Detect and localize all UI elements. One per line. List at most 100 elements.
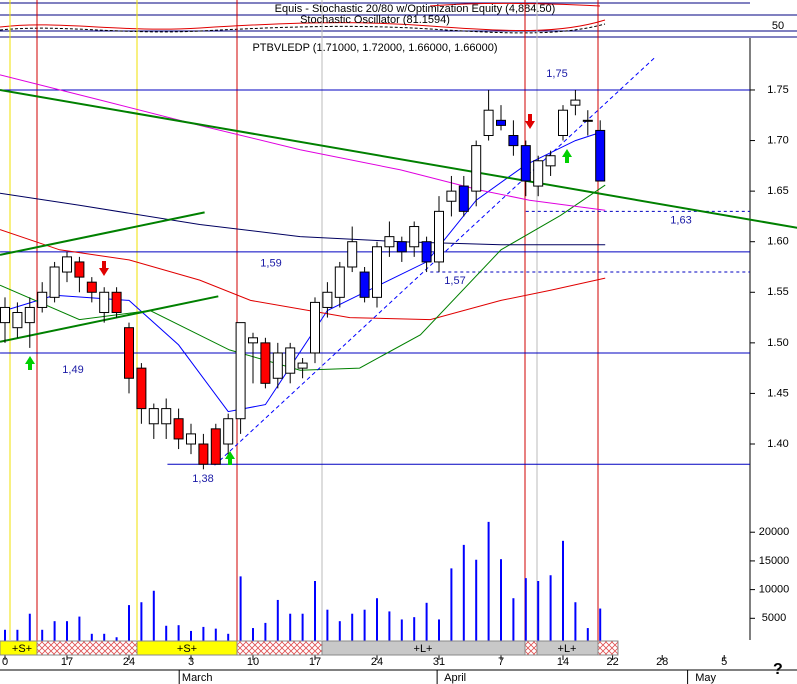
candle-body bbox=[359, 271, 370, 298]
x-tick-label: 31 bbox=[433, 656, 445, 668]
y-tick-label: 1.75 bbox=[767, 84, 788, 96]
x-tick-label: 7 bbox=[498, 656, 504, 668]
candle-body bbox=[49, 266, 60, 298]
candle-body bbox=[558, 109, 568, 136]
candle-body bbox=[496, 119, 506, 126]
x-tick-label: 24 bbox=[371, 656, 383, 668]
level-label: 1,59 bbox=[260, 258, 281, 270]
y-tick-label: 1.65 bbox=[767, 185, 788, 197]
x-tick-label: 28 bbox=[656, 656, 668, 668]
x-tick-label: 17 bbox=[309, 656, 321, 668]
y-tick-label: 1.40 bbox=[767, 438, 788, 450]
candle-body bbox=[409, 226, 420, 248]
candle-body bbox=[570, 99, 581, 106]
moving-average bbox=[0, 74, 606, 211]
candle-body bbox=[260, 342, 271, 384]
candle-body bbox=[285, 347, 296, 374]
plot: 1.40 1.45 1.50 1.55 1.60 1.65 1.70 1.75 5000 1000… bbox=[0, 57, 797, 684]
candle-body bbox=[533, 160, 544, 187]
help-icon[interactable]: ? bbox=[773, 661, 783, 678]
candle-body bbox=[136, 367, 147, 410]
signal-label: +S+ bbox=[12, 643, 32, 655]
osc-curve bbox=[0, 23, 606, 34]
candle-body bbox=[0, 306, 10, 324]
candle-body bbox=[124, 327, 134, 379]
candle-body bbox=[111, 291, 122, 314]
y-tick-label: 1.50 bbox=[767, 337, 788, 349]
trendline bbox=[0, 211, 205, 256]
y-tick-label: 1.45 bbox=[767, 387, 788, 399]
buy-arrow bbox=[225, 451, 235, 465]
trendline bbox=[214, 57, 656, 466]
candle-body bbox=[86, 281, 97, 293]
candle-body bbox=[520, 145, 531, 182]
x-tick-label: 24 bbox=[123, 656, 135, 668]
oscillator-panel bbox=[0, 2, 797, 38]
level-label: 1,49 bbox=[62, 364, 83, 376]
x-tick-label: 22 bbox=[606, 656, 618, 668]
moving-average bbox=[0, 192, 606, 246]
candle-body bbox=[148, 408, 159, 425]
trendline bbox=[0, 89, 797, 229]
month-label: April bbox=[444, 672, 466, 684]
v-tick-label: 10000 bbox=[759, 584, 790, 596]
osc-curve bbox=[0, 19, 606, 32]
signal-cell bbox=[524, 640, 538, 656]
moving-average bbox=[0, 184, 606, 371]
candle-body bbox=[310, 301, 320, 354]
header-text: Equis - Stochastic 20/80 w/Optimization … bbox=[275, 3, 556, 15]
signal-cell bbox=[597, 640, 619, 656]
level-label: 1,38 bbox=[192, 473, 213, 485]
x-tick-label: 17 bbox=[61, 656, 73, 668]
signal-label: +L+ bbox=[414, 643, 433, 655]
candle-body bbox=[24, 306, 35, 324]
x-tick-label: 0 bbox=[2, 656, 8, 668]
level-label: 1,63 bbox=[670, 214, 691, 226]
level-label: 1,57 bbox=[444, 275, 465, 287]
osc-curve bbox=[429, 2, 601, 7]
osc-tick-label: 50 bbox=[772, 20, 784, 32]
candle-body bbox=[483, 109, 494, 136]
candle-body bbox=[99, 291, 110, 314]
header-text: Stochastic Oscillator (81.1594) bbox=[300, 14, 450, 26]
v-tick-label: 20000 bbox=[759, 526, 790, 538]
signal-label: +S+ bbox=[177, 643, 197, 655]
buy-arrow bbox=[25, 356, 35, 370]
signal-label: +L+ bbox=[558, 643, 577, 655]
candle-body bbox=[37, 291, 48, 308]
month-label: May bbox=[695, 672, 716, 684]
candle-body bbox=[173, 418, 184, 440]
candle-body bbox=[372, 246, 382, 298]
candle-body bbox=[384, 236, 395, 248]
candle-body bbox=[434, 210, 444, 263]
candle-body bbox=[334, 266, 345, 298]
v-tick-label: 5000 bbox=[762, 612, 786, 624]
y-tick-label: 1.60 bbox=[767, 236, 788, 248]
signal-cell bbox=[236, 640, 323, 656]
sell-arrow bbox=[525, 114, 535, 129]
chart-title: PTBVLEDP (1.71000, 1.72000, 1.66000, 1.6… bbox=[252, 42, 497, 54]
candle-body bbox=[545, 155, 556, 167]
x-tick-label: 10 bbox=[247, 656, 259, 668]
candle-body bbox=[396, 241, 407, 253]
candle-body bbox=[595, 129, 606, 182]
moving-average bbox=[0, 229, 606, 321]
candle-body bbox=[210, 428, 221, 465]
candle-body bbox=[458, 185, 469, 212]
candle-body bbox=[235, 322, 246, 420]
month-label: March bbox=[182, 672, 213, 684]
signal-band bbox=[0, 640, 619, 656]
candle-body bbox=[322, 291, 333, 308]
candle-body bbox=[62, 256, 72, 273]
level-label: 1,75 bbox=[546, 68, 567, 80]
candle-body bbox=[186, 433, 196, 445]
x-tick-label: 3 bbox=[188, 656, 194, 668]
x-tick-label: 5 bbox=[721, 656, 727, 668]
arrows bbox=[25, 114, 572, 465]
candle-body bbox=[471, 145, 482, 192]
candle-body bbox=[508, 134, 519, 147]
x-tick-label: 14 bbox=[557, 656, 569, 668]
y-tick-label: 1.70 bbox=[767, 134, 788, 146]
